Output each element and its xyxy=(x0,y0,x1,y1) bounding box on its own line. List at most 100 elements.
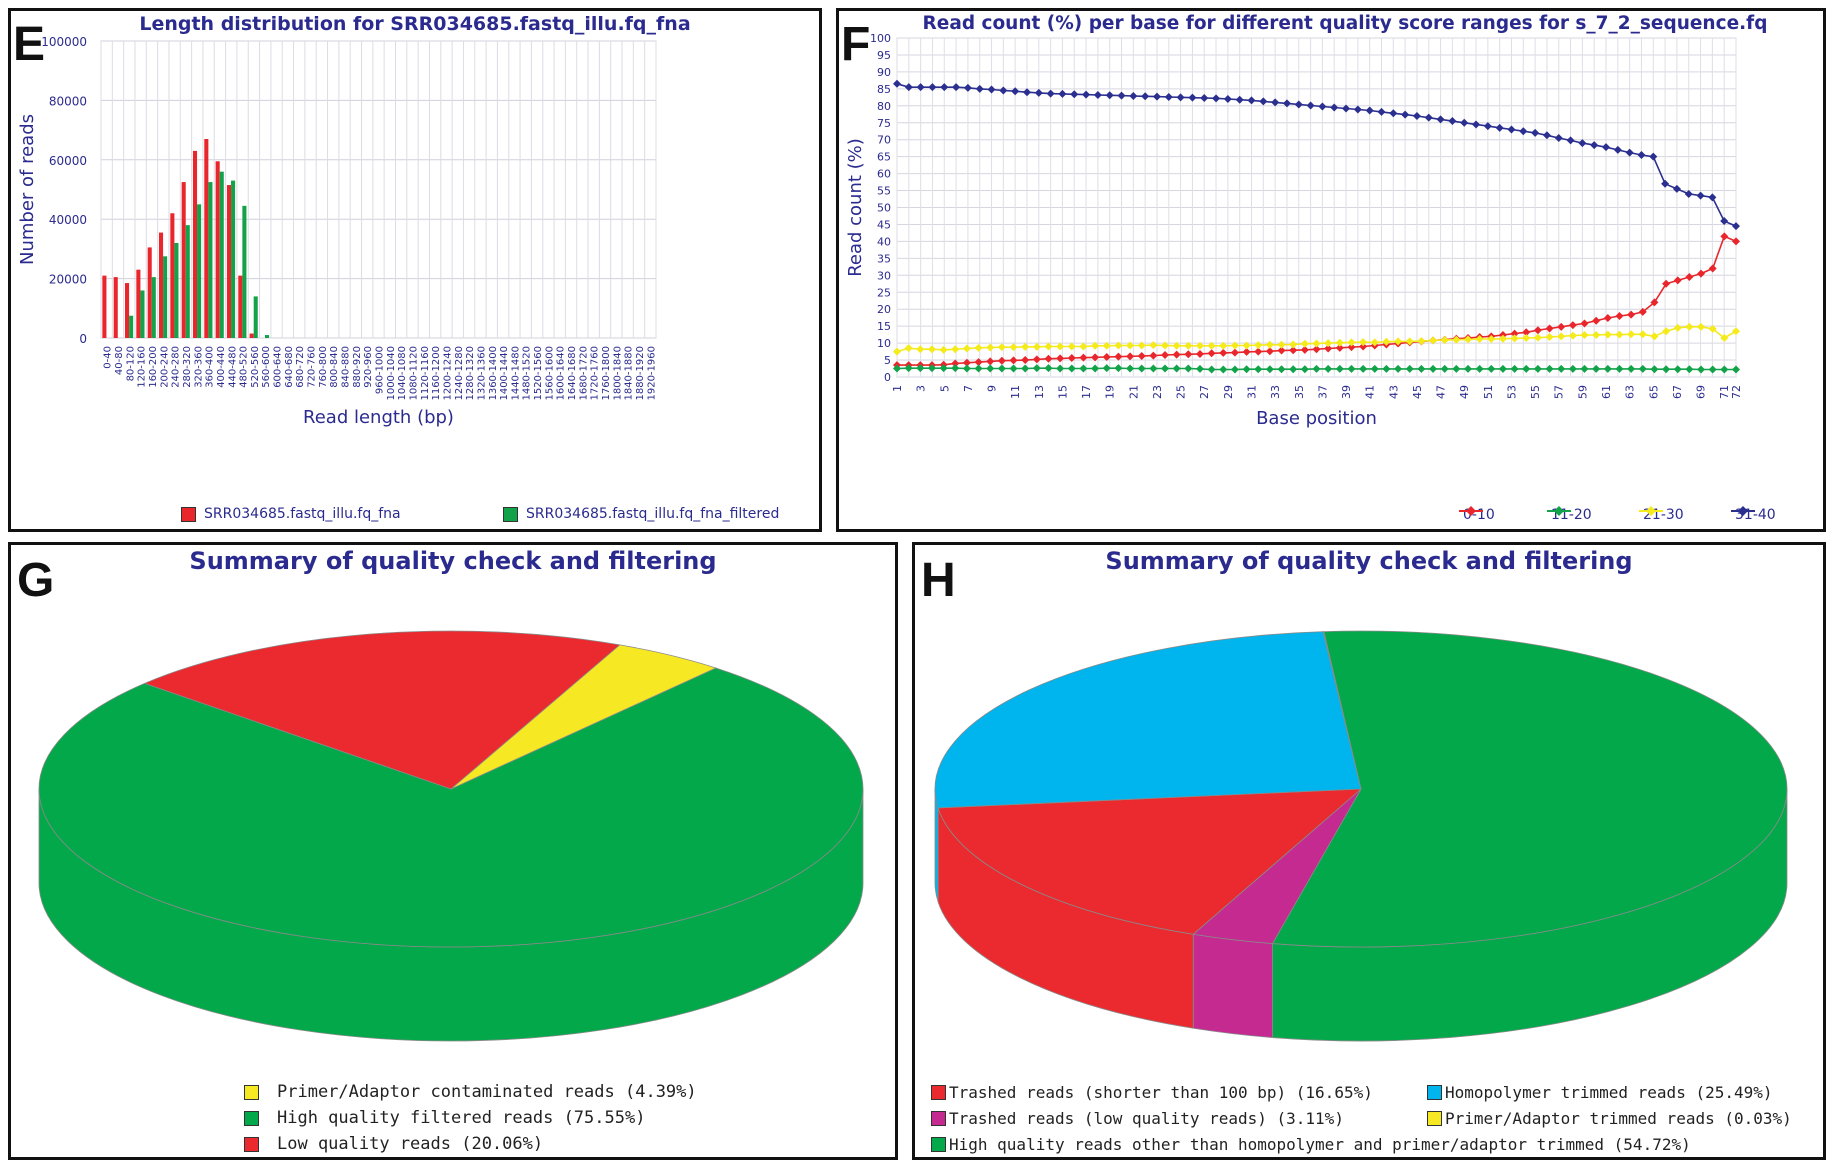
chart-e-bar-s1-4 xyxy=(151,277,156,338)
chart-f-point-s3-31 xyxy=(1259,97,1268,106)
legend-item-f-0: 0-10 xyxy=(1459,505,1495,525)
chart-f-xtick-label-29: 29 xyxy=(1222,385,1235,399)
chart-f-point-s3-30 xyxy=(1247,96,1256,105)
chart-f-point-s3-17 xyxy=(1093,90,1102,99)
chart-f-point-s1-53 xyxy=(1510,364,1519,373)
chart-f-point-s2-4 xyxy=(939,345,948,354)
chart-f-ytick-label-35: 35 xyxy=(877,252,891,265)
chart-f-ytick-label-95: 95 xyxy=(877,49,891,62)
chart-f-point-s0-23 xyxy=(1161,350,1170,359)
panel-letter-e: E xyxy=(13,18,46,71)
chart-e-ylabel: Number of reads xyxy=(17,114,38,265)
chart-f-point-s1-21 xyxy=(1137,364,1146,373)
chart-f-point-s1-62 xyxy=(1615,364,1624,373)
chart-f-point-s3-10 xyxy=(1011,87,1020,96)
chart-f-point-s0-65 xyxy=(1650,298,1659,307)
chart-f-xtick-label-67: 67 xyxy=(1671,385,1684,399)
chart-f-point-s1-48 xyxy=(1452,364,1461,373)
chart-f-point-s2-20 xyxy=(1126,341,1135,350)
chart-f-xtick-label-25: 25 xyxy=(1175,385,1188,399)
chart-f-point-s0-25 xyxy=(1184,350,1193,359)
chart-f-legend: 0-10 11-20 21-30 31-40 xyxy=(839,505,1823,527)
chart-g-svg xyxy=(38,630,864,1042)
chart-e-bar-s1-5 xyxy=(163,256,168,338)
chart-f-xtick-label-19: 19 xyxy=(1104,385,1117,399)
chart-f-point-s1-10 xyxy=(1009,364,1018,373)
chart-f-point-s1-7 xyxy=(974,364,983,373)
chart-e-bar-s1-11 xyxy=(231,180,236,338)
chart-f-point-s3-49 xyxy=(1472,120,1481,129)
chart-f-point-s2-19 xyxy=(1114,341,1123,350)
chart-e-title: Length distribution for SRR034685.fastq_… xyxy=(139,13,691,35)
chart-f-point-s3-53 xyxy=(1519,127,1528,136)
chart-e-xtick-label-0: 0-40 xyxy=(103,346,114,369)
legend-label-h-3: Primer/Adaptor trimmed reads (0.03%) xyxy=(1445,1108,1792,1128)
chart-e-xtick-label-38: 1520-1560 xyxy=(533,346,544,401)
chart-e-xtick-label-27: 1080-1120 xyxy=(408,346,419,401)
chart-f-point-s2-38 xyxy=(1335,338,1344,347)
chart-e-xtick-label-45: 1800-1840 xyxy=(612,346,623,401)
chart-f-point-s3-42 xyxy=(1389,109,1398,118)
legend-swatch-h-2 xyxy=(931,1110,946,1126)
chart-f-point-s3-57 xyxy=(1566,136,1575,145)
chart-f-point-s1-64 xyxy=(1638,364,1647,373)
chart-f-point-s0-15 xyxy=(1067,354,1076,363)
chart-f-point-s1-51 xyxy=(1487,364,1496,373)
chart-f-point-s0-20 xyxy=(1126,352,1135,361)
chart-e-xtick-label-34: 1360-1400 xyxy=(488,346,499,401)
chart-f-point-s2-53 xyxy=(1510,334,1519,343)
chart-f-point-s2-59 xyxy=(1580,330,1589,339)
chart-f-point-s1-27 xyxy=(1207,365,1216,374)
legend-item-h-4: High quality reads other than homopolyme… xyxy=(931,1134,1691,1154)
chart-f-point-s1-71 xyxy=(1720,365,1729,374)
chart-f-point-s0-67 xyxy=(1673,276,1682,285)
chart-f-point-s1-30 xyxy=(1242,365,1251,374)
chart-f-point-s2-31 xyxy=(1254,341,1263,350)
chart-f-ylabel: Read count (%) xyxy=(845,138,866,277)
chart-f-point-s1-70 xyxy=(1708,365,1717,374)
chart-f-point-s1-2 xyxy=(916,364,925,373)
chart-f-point-s2-34 xyxy=(1289,340,1298,349)
chart-e-xtick-label-35: 1400-1440 xyxy=(499,346,510,401)
chart-f-point-s3-64 xyxy=(1649,152,1658,161)
chart-f-point-s1-55 xyxy=(1533,364,1542,373)
chart-f-xtick-label-23: 23 xyxy=(1151,385,1164,399)
chart-f-point-s1-6 xyxy=(962,364,971,373)
chart-e-xtick-label-42: 1680-1720 xyxy=(578,346,589,401)
chart-e-xtick-label-19: 760-800 xyxy=(318,346,329,388)
chart-h-slice-4 xyxy=(1271,630,1788,948)
chart-f-point-s1-17 xyxy=(1091,364,1100,373)
chart-f-point-s1-37 xyxy=(1324,364,1333,373)
chart-f-point-s3-36 xyxy=(1318,102,1327,111)
chart-e-xtick-label-43: 1720-1760 xyxy=(590,346,601,401)
chart-f-point-s1-1 xyxy=(904,364,913,373)
chart-f-point-s3-41 xyxy=(1377,107,1386,116)
chart-f-point-s1-32 xyxy=(1265,365,1274,374)
chart-f-point-s1-24 xyxy=(1172,364,1181,373)
chart-f-point-s1-31 xyxy=(1254,365,1263,374)
chart-f-point-s3-56 xyxy=(1554,134,1563,143)
chart-f-point-s0-63 xyxy=(1627,310,1636,319)
chart-e-xtick-label-14: 560-600 xyxy=(261,346,272,388)
chart-e-ytick-label-5: 100000 xyxy=(41,35,87,49)
legend-label-h-1: Homopolymer trimmed reads (25.49%) xyxy=(1445,1082,1773,1102)
legend-swatch-h-3 xyxy=(1427,1110,1442,1126)
chart-f-point-s2-2 xyxy=(916,345,925,354)
chart-f-point-s1-15 xyxy=(1067,364,1076,373)
legend-item-h-2: Trashed reads (low quality reads) (3.11%… xyxy=(931,1108,1344,1128)
chart-f-ytick-label-20: 20 xyxy=(877,303,891,316)
chart-f-point-s2-15 xyxy=(1067,342,1076,351)
chart-f-point-s3-54 xyxy=(1531,128,1540,137)
chart-f-point-s0-70 xyxy=(1708,264,1717,273)
chart-e-xtick-label-5: 200-240 xyxy=(159,346,170,388)
chart-f-point-s0-40 xyxy=(1359,342,1368,351)
chart-f-point-s1-49 xyxy=(1463,364,1472,373)
chart-f-xtick-label-37: 37 xyxy=(1316,385,1329,399)
chart-f-point-s2-10 xyxy=(1009,343,1018,352)
chart-f-point-s3-21 xyxy=(1141,92,1150,101)
chart-f-ytick-label-100: 100 xyxy=(870,32,891,45)
legend-label-h-4: High quality reads other than homopolyme… xyxy=(949,1134,1691,1154)
chart-e-xtick-label-44: 1760-1800 xyxy=(601,346,612,401)
chart-f-point-s3-19 xyxy=(1117,91,1126,100)
chart-f-point-s2-70 xyxy=(1708,324,1717,333)
